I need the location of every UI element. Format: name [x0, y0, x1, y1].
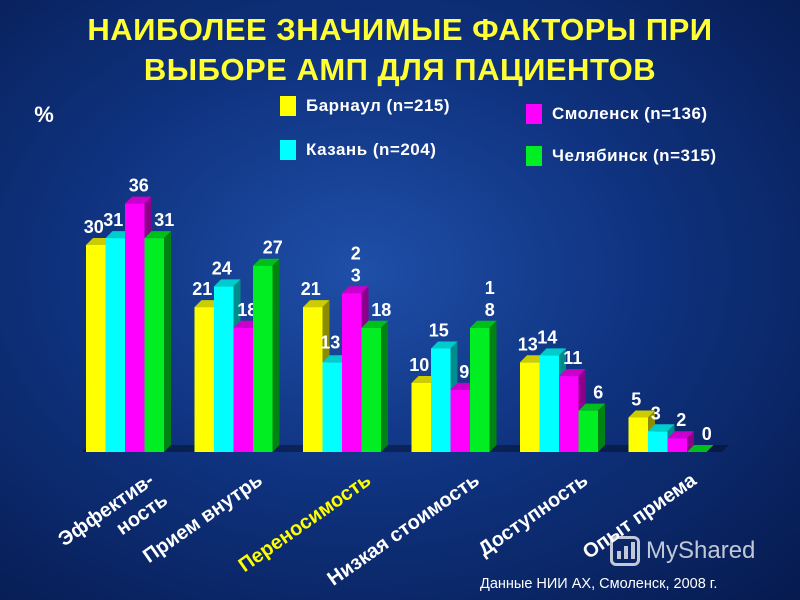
data-label-4-0: 13 [518, 334, 538, 354]
data-label-1-3: 27 [263, 238, 283, 258]
data-label-3-1: 15 [429, 321, 449, 341]
data-label-0-1: 31 [103, 210, 123, 230]
bar-3-2 [450, 389, 470, 452]
bar-top-4-3 [578, 403, 605, 411]
legend-item-smolensk: Смоленск (n=136) [526, 104, 708, 124]
bar-side-2-3 [381, 320, 388, 452]
data-label-0-3: 31 [154, 210, 174, 230]
data-label-0-0: 30 [84, 217, 104, 237]
data-label-5-2: 2 [676, 410, 686, 430]
bar-2-0 [303, 307, 323, 452]
bar-1-1 [214, 286, 234, 452]
legend-swatch-chelyabinsk [526, 146, 542, 166]
x-tick-label-group-4: Доступность [474, 469, 592, 561]
bar-top-0-3 [144, 231, 171, 239]
legend-label-kazan: Казань (n=204) [306, 140, 437, 159]
data-label-3-3: 1 [485, 278, 495, 298]
data-label-0-2: 36 [129, 176, 149, 196]
bar-top-5-1 [648, 424, 675, 432]
data-label-2-2: 2 [351, 243, 361, 263]
bar-top-4-2 [559, 369, 586, 377]
data-label-2-0: 21 [301, 279, 321, 299]
bar-0-1 [105, 238, 125, 452]
watermark: MyShared [610, 536, 755, 566]
legend-label-chelyabinsk: Челябинск (n=315) [552, 146, 717, 165]
bar-top-3-1 [431, 341, 458, 349]
bar-side-1-3 [272, 258, 280, 452]
bar-top-5-2 [667, 431, 694, 439]
bar-top-5-0 [628, 410, 655, 418]
bar-side-0-3 [164, 231, 171, 452]
data-label-2-1: 13 [320, 332, 340, 352]
legend-swatch-kazan [280, 140, 296, 160]
data-label-1-0: 21 [192, 279, 212, 299]
bar-1-0 [194, 307, 214, 452]
legend-item-barnaul: Барнаул (n=215) [280, 96, 450, 116]
bar-1-2 [233, 327, 253, 452]
bar-top-3-3 [470, 320, 497, 328]
bar-4-3 [578, 410, 598, 452]
data-label-4-3: 6 [593, 383, 603, 403]
bar-top-4-1 [539, 348, 566, 356]
bar-top-5-3 [687, 445, 714, 452]
source-note: Данные НИИ АХ, Смоленск, 2008 г. [480, 576, 718, 592]
bar-0-0 [86, 245, 106, 452]
bar-2-2 [342, 293, 362, 452]
title-line-2: ВЫБОРЕ АМП ДЛЯ ПАЦИЕНТОВ [143, 52, 657, 87]
data-label-5-0: 5 [631, 390, 641, 410]
x-tick-label-4: Доступность [474, 469, 592, 561]
legend-item-kazan: Казань (n=204) [280, 140, 436, 160]
bar-1-3 [253, 265, 273, 452]
bar-0-2 [125, 203, 145, 452]
bar-0-3 [144, 238, 164, 452]
bar-top-2-3 [361, 320, 388, 328]
data-label-3-0: 10 [409, 355, 429, 375]
data-label-5-1: 3 [651, 403, 661, 423]
bar-4-1 [539, 355, 559, 452]
bar-3-1 [431, 348, 451, 452]
data-label-3-3: 8 [485, 300, 495, 320]
title-line-1: НАИБОЛЕЕ ЗНАЧИМЫЕ ФАКТОРЫ ПРИ [87, 12, 713, 47]
legend-label-barnaul: Барнаул (n=215) [306, 96, 451, 115]
legend-label-smolensk: Смоленск (n=136) [552, 104, 708, 123]
bar-side-3-3 [489, 320, 497, 452]
bar-top-2-2 [342, 286, 369, 294]
presentation-icon [610, 536, 640, 566]
data-label-3-2: 9 [459, 362, 469, 382]
data-label-5-3: 0 [702, 424, 712, 444]
bar-top-1-1 [214, 279, 241, 287]
bar-3-3 [470, 327, 490, 452]
page-title: НАИБОЛЕЕ ЗНАЧИМЫЕ ФАКТОРЫ ПРИ ВЫБОРЕ АМП… [0, 10, 800, 90]
bar-4-2 [559, 376, 579, 452]
bar-2-1 [322, 362, 342, 452]
legend-swatch-smolensk [526, 104, 542, 124]
data-label-1-2: 18 [237, 300, 257, 320]
bar-top-1-3 [253, 258, 280, 266]
data-label-4-2: 11 [563, 348, 582, 368]
bar-5-2 [667, 438, 687, 452]
bar-side-5-2 [687, 431, 694, 452]
y-axis-label: % [34, 102, 54, 127]
bar-4-0 [520, 362, 540, 452]
bar-top-2-0 [303, 300, 330, 308]
bar-2-3 [361, 327, 381, 452]
bar-top-0-2 [125, 196, 152, 204]
bar-3-0 [411, 383, 431, 452]
bar-side-4-3 [598, 403, 605, 452]
data-label-2-3: 18 [371, 300, 391, 320]
bar-5-1 [648, 431, 668, 452]
bar-5-0 [628, 417, 648, 452]
data-label-4-1: 14 [537, 327, 557, 347]
data-label-1-1: 24 [212, 258, 232, 278]
data-label-2-2: 3 [351, 265, 361, 285]
legend-item-chelyabinsk: Челябинск (n=315) [526, 146, 717, 166]
legend-swatch-barnaul [280, 96, 296, 116]
watermark-text: MyShared [646, 537, 756, 564]
